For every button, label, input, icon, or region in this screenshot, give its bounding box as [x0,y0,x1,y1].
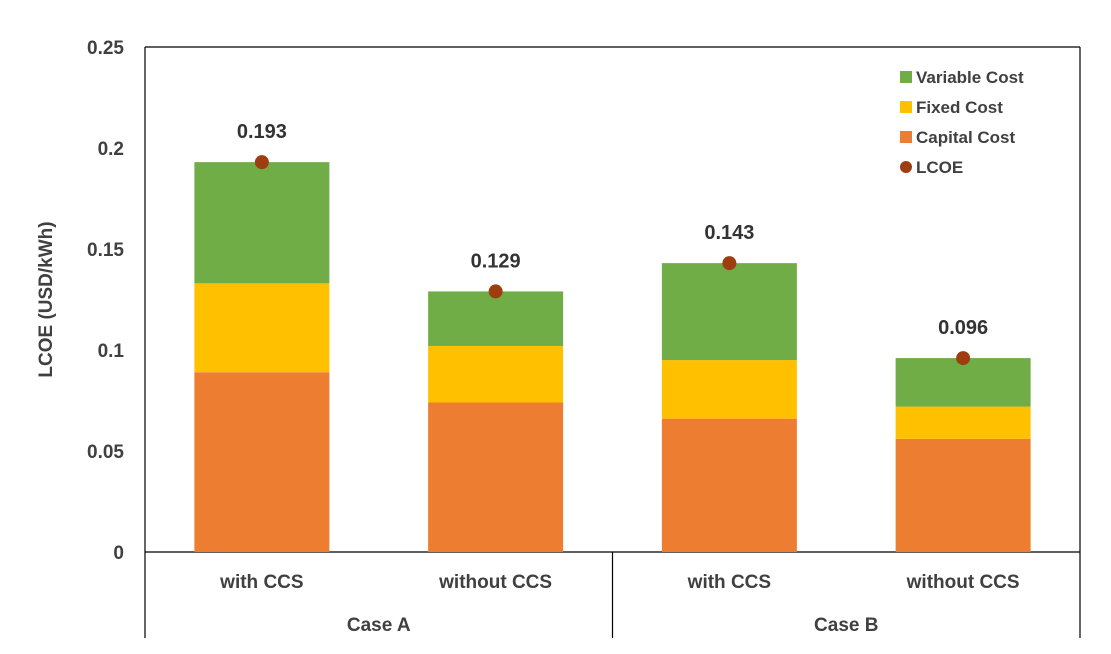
lcoe-marker [956,351,971,366]
bar-segment-fixed-cost [428,345,564,403]
bar-segment-capital-cost [428,402,564,552]
bar-segment-capital-cost [194,372,330,552]
legend-label-lcoe: LCOE [916,158,963,177]
bar-segment-variable-cost [428,291,564,346]
x-axis: with CCS without CCS with CCS without CCS Ca… [219,572,1019,636]
y-tick-label: 0 [113,543,124,564]
x-category-label: without CCS [438,572,552,593]
x-category-label: with CCS [687,572,771,593]
bar-segment-variable-cost [895,358,1031,407]
legend-label-capital-cost: Capital Cost [916,128,1016,147]
lcoe-data-label: 0.143 [704,222,754,244]
lcoe-data-label: 0.129 [471,250,521,272]
lcoe-marker [488,284,503,299]
y-tick-label: 0.1 [98,341,125,362]
y-tick-label: 0.25 [87,38,124,59]
lcoe-data-label: 0.096 [938,317,988,339]
y-axis-label: LCOE (USD/kWh) [36,221,57,377]
bar-segment-capital-cost [895,438,1031,552]
data-labels: 0.193 0.129 0.143 0.096 [237,121,988,339]
bar-segment-fixed-cost [661,360,797,419]
lcoe-markers [254,155,971,366]
lcoe-marker [722,256,737,271]
bars [194,162,1031,552]
bar-segment-variable-cost [194,162,330,284]
x-group-label: Case A [347,615,411,636]
bar-segment-fixed-cost [895,406,1031,439]
bar-segment-fixed-cost [194,283,330,373]
legend-swatch-fixed-cost [900,101,912,113]
bar-segment-capital-cost [661,418,797,552]
legend-label-fixed-cost: Fixed Cost [916,98,1003,117]
legend-swatch-variable-cost [900,71,912,83]
legend-marker-lcoe [900,161,912,173]
y-axis-ticks: 0 0.05 0.1 0.15 0.2 0.25 [87,38,124,564]
legend-label-variable-cost: Variable Cost [916,68,1024,87]
y-tick-label: 0.15 [87,240,124,261]
lcoe-marker [254,155,269,170]
y-tick-label: 0.2 [98,139,124,160]
x-category-label: with CCS [219,572,303,593]
x-category-label: without CCS [906,572,1020,593]
y-tick-label: 0.05 [87,442,124,463]
x-group-label: Case B [814,615,878,636]
bar-segment-variable-cost [661,263,797,361]
legend-swatch-capital-cost [900,131,912,143]
lcoe-data-label: 0.193 [237,121,287,143]
legend: Variable Cost Fixed Cost Capital Cost LCOE [900,68,1024,177]
